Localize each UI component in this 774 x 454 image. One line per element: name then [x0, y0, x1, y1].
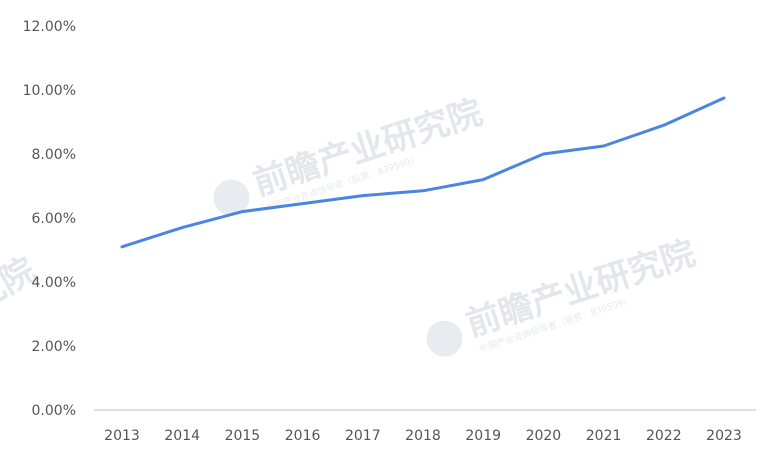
data-point: [541, 152, 545, 156]
data-point: [481, 178, 485, 182]
data-point: [602, 144, 606, 148]
watermark-text: 前瞻产业研究院: [248, 92, 487, 204]
watermark-text-partial: 研究院: [0, 250, 42, 336]
data-point: [361, 194, 365, 198]
x-tick-label: 2021: [586, 428, 622, 444]
x-tick-label: 2015: [225, 428, 261, 444]
watermark-group: 前瞻产业研究院 中国产业咨询领导者（股票：839599）: [426, 233, 700, 357]
x-tick-label: 2014: [164, 428, 200, 444]
y-tick-label: 12.00%: [23, 19, 76, 35]
data-point: [662, 123, 666, 127]
data-point: [722, 96, 726, 100]
x-tick-label: 2016: [285, 428, 321, 444]
watermark-group: 研究院: [0, 250, 42, 336]
x-tick-label: 2019: [465, 428, 501, 444]
x-tick-label: 2018: [405, 428, 441, 444]
y-axis-ticks: 0.00% 2.00% 4.00% 6.00% 8.00% 10.00% 12.00%: [23, 19, 76, 419]
x-tick-label: 2017: [345, 428, 381, 444]
x-tick-label: 2013: [104, 428, 140, 444]
y-tick-label: 6.00%: [32, 211, 76, 227]
data-point: [421, 189, 425, 193]
data-point: [240, 210, 244, 214]
series-line: [120, 96, 726, 249]
watermark-logo-icon: [426, 320, 463, 357]
y-tick-label: 4.00%: [32, 275, 76, 291]
watermark-logo-icon: [213, 179, 250, 216]
data-point: [120, 245, 124, 249]
watermark-group: 前瞻产业研究院 中国产业咨询领导者（股票：839599）: [213, 92, 487, 216]
x-tick-label: 2020: [526, 428, 562, 444]
data-point: [180, 226, 184, 230]
y-tick-label: 8.00%: [32, 147, 76, 163]
x-tick-label: 2023: [706, 428, 742, 444]
data-point: [301, 202, 305, 206]
x-tick-label: 2022: [646, 428, 682, 444]
y-tick-label: 10.00%: [23, 83, 76, 99]
y-tick-label: 0.00%: [32, 403, 76, 419]
watermark-text: 前瞻产业研究院: [461, 233, 700, 345]
y-tick-label: 2.00%: [32, 339, 76, 355]
x-axis-ticks: 2013 2014 2015 2016 2017 2018 2019 2020 2021 2022…: [104, 428, 742, 444]
